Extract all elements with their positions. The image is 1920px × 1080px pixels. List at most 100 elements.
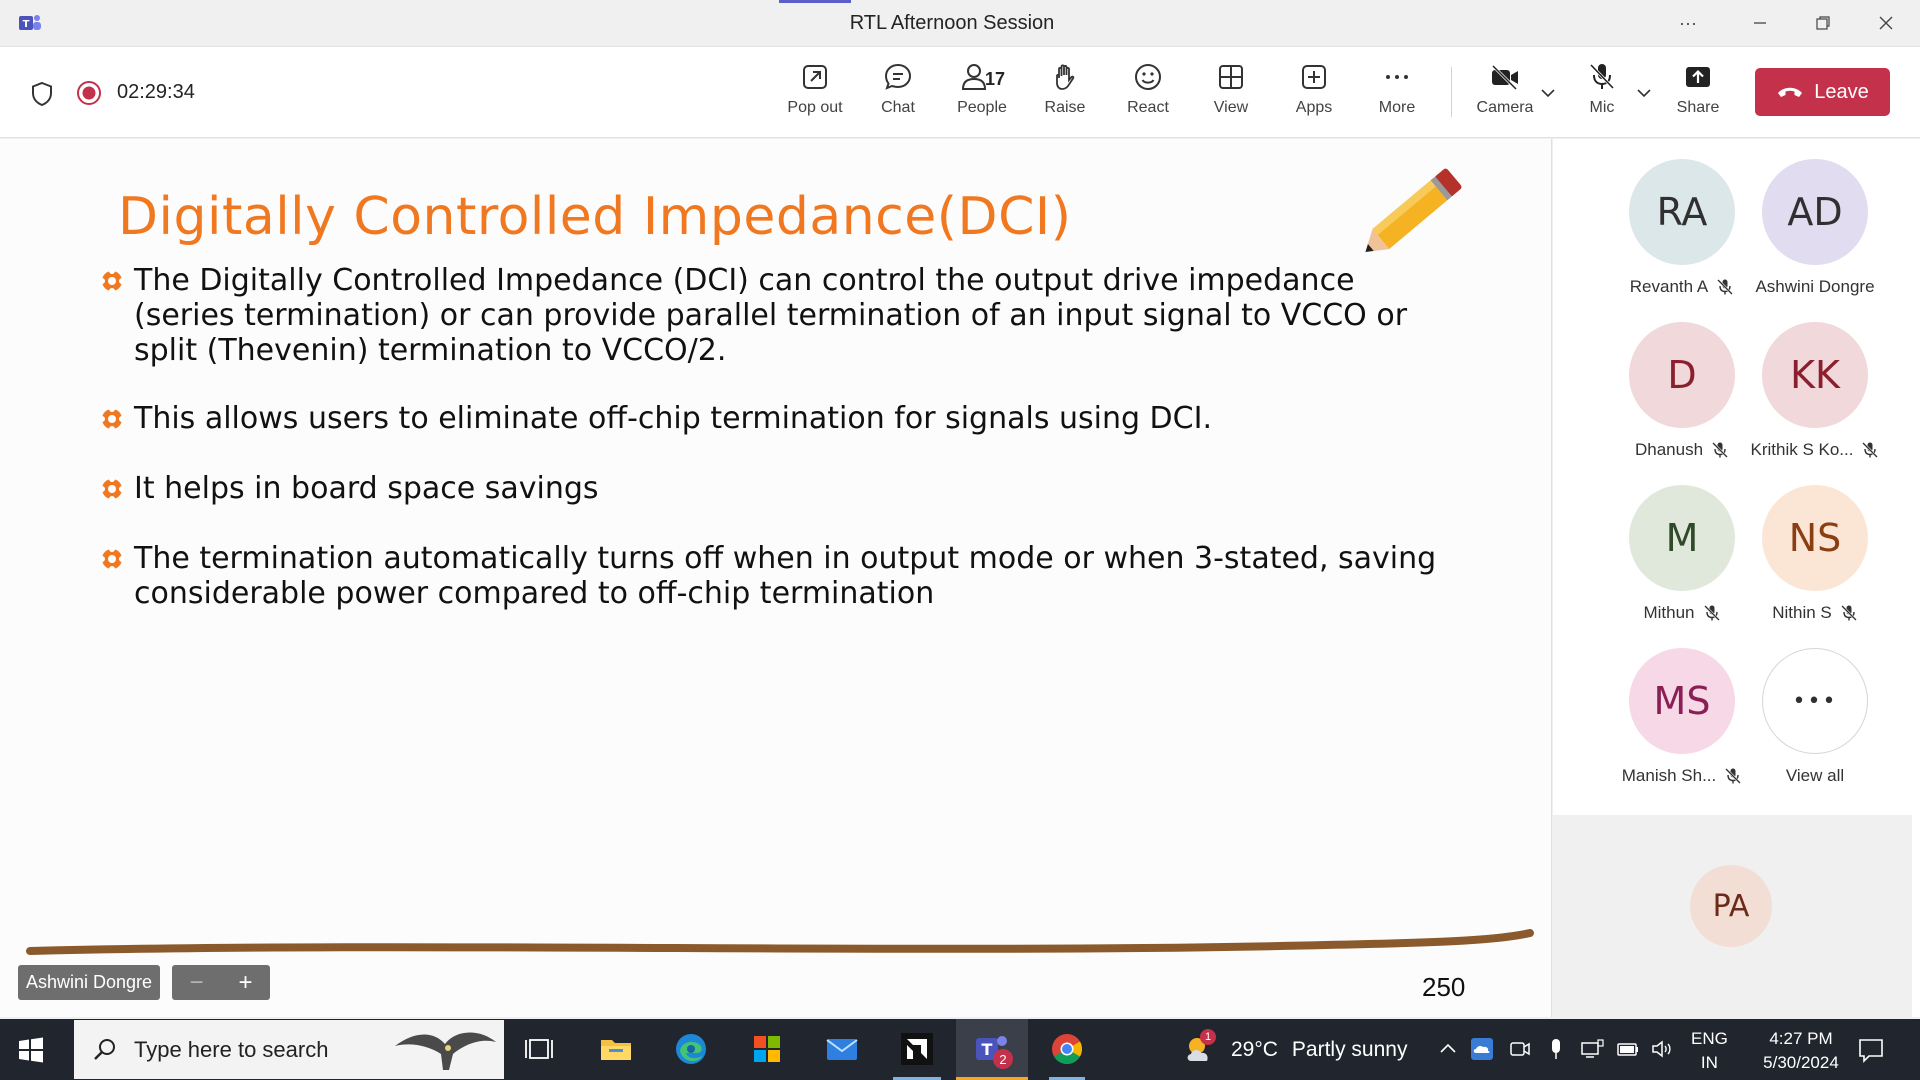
- mic-options-chevron-icon[interactable]: [1634, 83, 1654, 103]
- slide-bullet-text: The Digitally Controlled Impedance (DCI)…: [134, 263, 1408, 368]
- hand-icon: [1056, 64, 1075, 90]
- mic-muted-icon: [1703, 605, 1720, 621]
- system-clock[interactable]: 4:27 PM 5/30/2024: [1746, 1027, 1856, 1075]
- search-placeholder: Type here to search: [134, 1036, 329, 1062]
- share-label: Share: [1676, 99, 1720, 116]
- participant-name: Manish Sh...: [1621, 766, 1717, 785]
- restore-button[interactable]: [1801, 8, 1845, 38]
- volume-icon[interactable]: [1650, 1037, 1674, 1061]
- flower-bullet-icon: [100, 407, 124, 431]
- share-button[interactable]: Share: [1658, 61, 1738, 127]
- participant-name: Krithik S Ko...: [1750, 440, 1854, 459]
- pencil-icon: [1365, 168, 1462, 252]
- teams-notification-badge: 2: [993, 1049, 1013, 1069]
- participant-tile[interactable]: NS Nithin S: [1730, 485, 1900, 635]
- pop-out-button[interactable]: Pop out: [775, 61, 855, 127]
- participant-tile[interactable]: AD Ashwini Dongre: [1730, 159, 1900, 309]
- meeting-timer: 02:29:34: [117, 81, 195, 103]
- participant-tile[interactable]: KK Krithik S Ko...: [1730, 322, 1900, 472]
- language-indicator[interactable]: ENG IN: [1691, 1027, 1728, 1075]
- window-title: RTL Afternoon Session: [849, 12, 1055, 34]
- more-button[interactable]: More: [1357, 61, 1437, 127]
- search-icon: [94, 1038, 115, 1060]
- participant-gallery: RA Revanth A AD Ashwini Dongre D Dhanush…: [1553, 139, 1920, 1017]
- pop-out-icon: [803, 65, 827, 89]
- network-icon[interactable]: [1580, 1037, 1604, 1061]
- slide-bullet: This allows users to eliminate off-chip …: [100, 401, 1440, 436]
- participant-name: Ashwini Dongre: [1755, 277, 1875, 296]
- mic-muted-icon: [1717, 279, 1734, 295]
- people-button[interactable]: 17 People: [942, 61, 1022, 127]
- camera-options-chevron-icon[interactable]: [1538, 83, 1558, 103]
- svg-text:T: T: [982, 1040, 993, 1059]
- chrome-icon[interactable]: [1049, 1031, 1085, 1067]
- avatar: M: [1629, 485, 1735, 591]
- task-view-icon[interactable]: [522, 1031, 558, 1067]
- mic-button[interactable]: Mic: [1562, 61, 1642, 127]
- camera-label: Camera: [1476, 99, 1534, 116]
- battery-icon[interactable]: [1616, 1037, 1640, 1061]
- more-options-icon[interactable]: ···: [1679, 12, 1697, 33]
- decorative-brush-line: [26, 929, 1534, 955]
- slide-bullet-text: It helps in board space savings: [134, 471, 599, 506]
- weather-widget[interactable]: 29°C Partly sunny: [1183, 1033, 1407, 1067]
- windows-start-icon[interactable]: [18, 1037, 44, 1063]
- teams-icon[interactable]: T: [974, 1031, 1010, 1067]
- people-label: People: [957, 99, 1007, 116]
- grid-view-icon: [1219, 65, 1243, 89]
- toolbar-divider: [1451, 67, 1452, 117]
- onedrive-icon[interactable]: [1470, 1037, 1494, 1061]
- camera-button[interactable]: Camera: [1465, 61, 1545, 127]
- microsoft-store-icon[interactable]: [749, 1031, 785, 1067]
- add-app-icon: [1302, 65, 1326, 89]
- participant-tile[interactable]: MS Manish Sh...: [1597, 648, 1767, 798]
- mic-muted-icon: [1725, 768, 1742, 784]
- presenter-name-tag: Ashwini Dongre: [18, 965, 161, 1000]
- more-participants-icon: •••: [1762, 648, 1868, 754]
- zoom-in-button[interactable]: +: [238, 968, 253, 996]
- participant-name: Revanth A: [1629, 277, 1709, 296]
- teams-running-indicator: [956, 1077, 1028, 1080]
- flower-bullet-icon: [100, 269, 124, 293]
- participant-tile[interactable]: RA Revanth A: [1597, 159, 1767, 309]
- slide-bullet: The Digitally Controlled Impedance (DCI)…: [100, 263, 1440, 368]
- mic-label: Mic: [1589, 99, 1615, 116]
- view-button[interactable]: View: [1191, 61, 1271, 127]
- people-icon: [961, 64, 987, 90]
- emoji-icon: [1135, 64, 1161, 90]
- more-label: More: [1378, 99, 1416, 116]
- amd-software-icon[interactable]: [899, 1031, 935, 1067]
- notification-center-icon[interactable]: [1856, 1035, 1886, 1065]
- view-all-button[interactable]: ••• View all: [1730, 648, 1900, 798]
- window-title-bar: T RTL Afternoon Session ···: [0, 0, 1920, 47]
- close-button[interactable]: [1864, 8, 1908, 38]
- minimize-button[interactable]: [1738, 8, 1782, 38]
- microphone-tray-icon[interactable]: [1544, 1037, 1568, 1061]
- slide-bullet-text: The termination automatically turns off …: [134, 541, 1437, 611]
- mic-off-icon: [1589, 63, 1615, 90]
- zoom-out-button[interactable]: −: [189, 968, 204, 996]
- shield-icon[interactable]: [28, 80, 56, 108]
- mail-icon[interactable]: [824, 1031, 860, 1067]
- people-count: 17: [985, 69, 1006, 89]
- ellipsis-icon: [1386, 75, 1408, 79]
- show-hidden-icons-chevron-icon[interactable]: [1436, 1037, 1460, 1061]
- participant-tile[interactable]: D Dhanush: [1597, 322, 1767, 472]
- apps-button[interactable]: Apps: [1274, 61, 1354, 127]
- leave-button[interactable]: Leave: [1755, 68, 1890, 116]
- leave-label: Leave: [1814, 80, 1869, 103]
- meet-now-camera-icon[interactable]: [1508, 1037, 1532, 1061]
- taskbar-search-box[interactable]: Type here to search: [74, 1020, 504, 1079]
- avatar: RA: [1629, 159, 1735, 265]
- participant-tile[interactable]: M Mithun: [1597, 485, 1767, 635]
- participant-name: Nithin S: [1772, 603, 1832, 622]
- file-explorer-icon[interactable]: [598, 1031, 634, 1067]
- meeting-toolbar: 02:29:34 Pop out Chat 17 People Raise Re…: [0, 47, 1920, 138]
- react-button[interactable]: React: [1108, 61, 1188, 127]
- raise-hand-button[interactable]: Raise: [1025, 61, 1105, 127]
- edge-browser-icon[interactable]: [673, 1031, 709, 1067]
- region-code: IN: [1700, 1053, 1718, 1072]
- language-code: ENG: [1691, 1029, 1728, 1048]
- chat-button[interactable]: Chat: [858, 61, 938, 127]
- slide-bullet: The termination automatically turns off …: [100, 541, 1440, 611]
